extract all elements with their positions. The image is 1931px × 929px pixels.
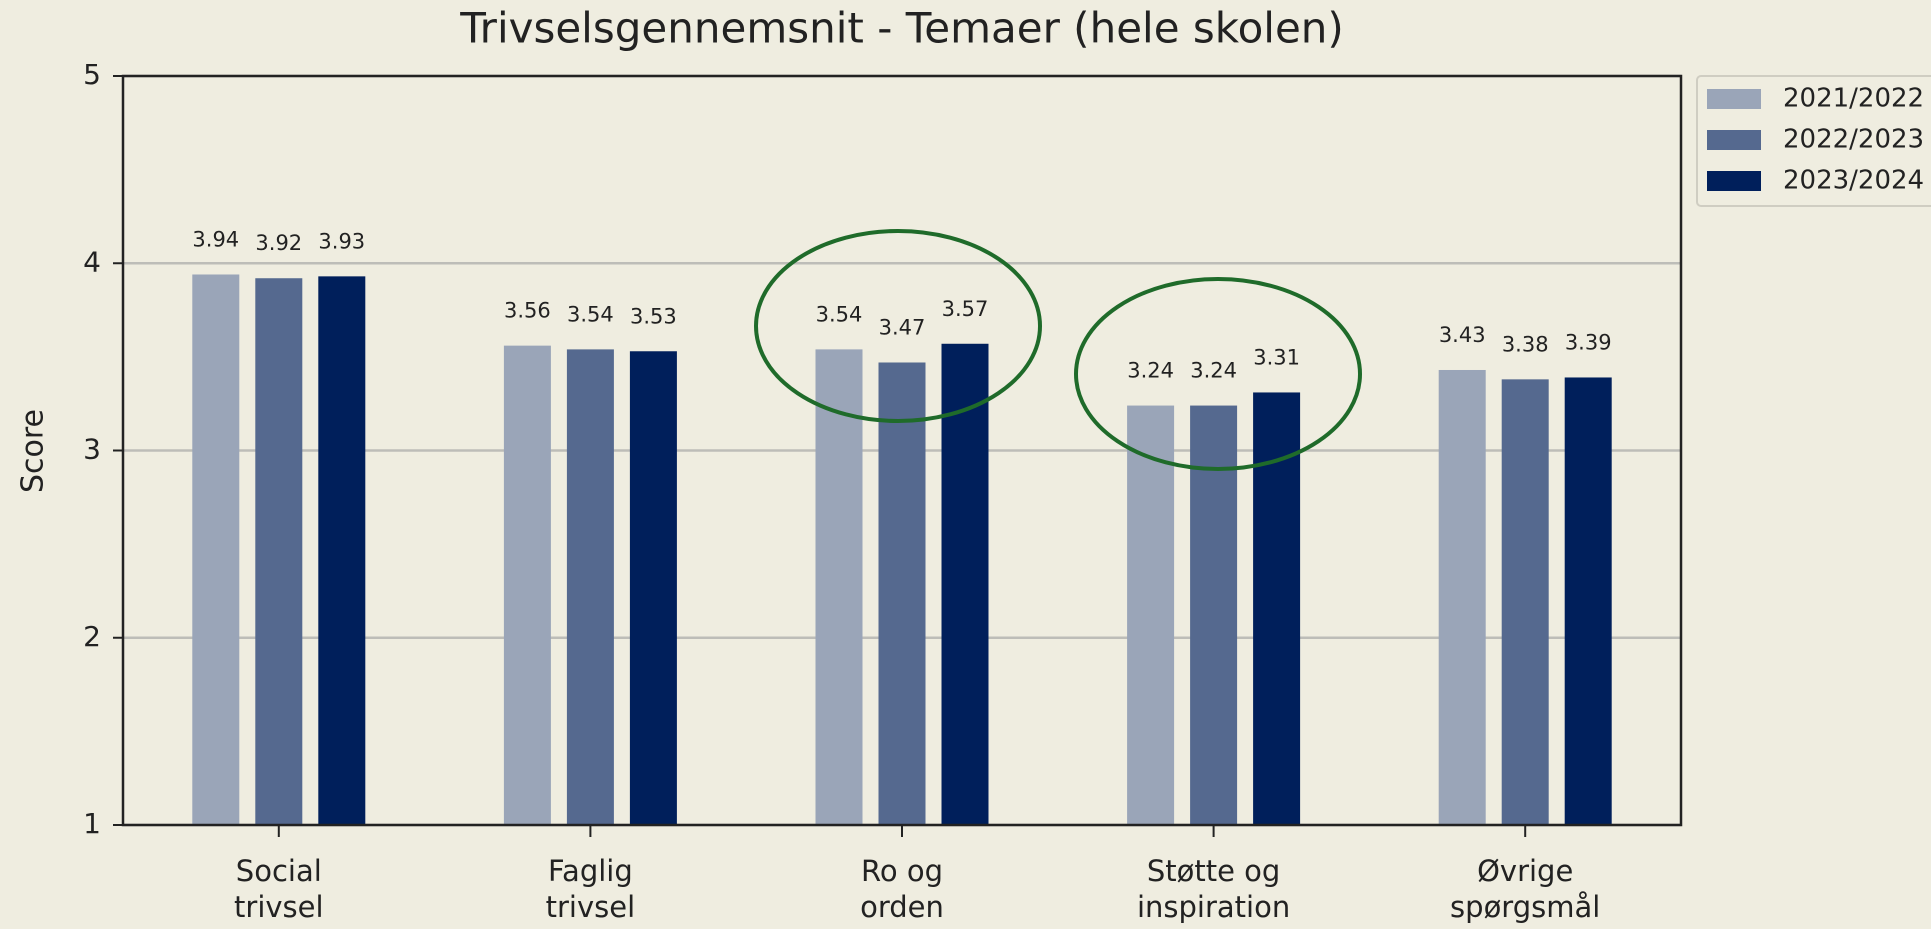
x-tick-label: Ro og orden bbox=[860, 854, 944, 924]
bar bbox=[566, 349, 614, 825]
value-label: 3.56 bbox=[504, 299, 551, 323]
highlight-ellipse bbox=[1074, 277, 1362, 471]
bar bbox=[318, 276, 366, 825]
y-axis-label: Score bbox=[16, 409, 51, 493]
legend: 2021/2022 2022/2023 2023/2024 bbox=[1696, 75, 1931, 207]
value-label: 3.53 bbox=[630, 304, 677, 328]
bar bbox=[629, 351, 677, 825]
value-label: 3.92 bbox=[255, 231, 302, 255]
legend-swatch bbox=[1707, 89, 1761, 109]
bar bbox=[1438, 369, 1486, 825]
plot-frame bbox=[121, 74, 1683, 827]
bar bbox=[255, 278, 303, 826]
value-label: 3.43 bbox=[1439, 323, 1486, 347]
x-tick-label-line: Støtte og bbox=[1147, 854, 1280, 888]
x-tick-label-line: Social bbox=[236, 854, 322, 888]
legend-swatch bbox=[1707, 130, 1761, 150]
bar bbox=[1501, 379, 1549, 825]
x-tick-label: Støtte og inspiration bbox=[1137, 854, 1290, 924]
bar bbox=[192, 274, 240, 825]
legend-swatch bbox=[1707, 171, 1761, 191]
x-tick-label-line: Øvrige bbox=[1477, 854, 1573, 888]
value-label: 3.47 bbox=[879, 315, 926, 339]
y-tick-label: 4 bbox=[83, 245, 101, 278]
bar bbox=[503, 345, 551, 825]
x-tick-label-line: spørgsmål bbox=[1450, 890, 1600, 924]
highlight-ellipse bbox=[754, 229, 1042, 423]
bar bbox=[1253, 392, 1301, 825]
chart-title: Trivselsgennemsnit - Temaer (hele skolen… bbox=[459, 4, 1344, 53]
x-tick-label-line: orden bbox=[860, 890, 944, 924]
bar bbox=[941, 343, 989, 825]
y-tick-label: 2 bbox=[83, 620, 101, 653]
bar bbox=[1127, 405, 1175, 825]
x-tick-label-line: Ro og bbox=[861, 854, 943, 888]
plot-area bbox=[123, 74, 1681, 827]
x-tick-label: Social trivsel bbox=[234, 854, 324, 924]
bar bbox=[1190, 405, 1238, 825]
value-label: 3.57 bbox=[942, 297, 989, 321]
legend-label: 2022/2023 bbox=[1783, 125, 1924, 155]
y-tick-label: 3 bbox=[83, 433, 101, 466]
x-tick-label: Øvrige spørgsmål bbox=[1450, 854, 1600, 924]
x-tick-label-line: inspiration bbox=[1137, 890, 1290, 924]
value-label: 3.38 bbox=[1502, 332, 1549, 356]
y-tick-label: 1 bbox=[83, 807, 101, 840]
bar bbox=[878, 362, 926, 825]
value-label: 3.94 bbox=[192, 227, 239, 251]
x-tick-label-line: trivsel bbox=[546, 890, 636, 924]
bar bbox=[1564, 377, 1612, 825]
value-label: 3.93 bbox=[318, 229, 365, 253]
value-label: 3.24 bbox=[1190, 359, 1237, 383]
legend-label: 2023/2024 bbox=[1783, 166, 1924, 196]
x-tick-label-line: trivsel bbox=[234, 890, 324, 924]
y-tick-label: 5 bbox=[83, 58, 101, 91]
value-label: 3.39 bbox=[1565, 330, 1612, 354]
value-label: 3.24 bbox=[1127, 359, 1174, 383]
value-label: 3.31 bbox=[1253, 345, 1300, 369]
bar bbox=[815, 349, 863, 825]
x-tick-label: Faglig trivsel bbox=[546, 854, 636, 924]
legend-label: 2021/2022 bbox=[1783, 84, 1924, 114]
value-label: 3.54 bbox=[816, 302, 863, 326]
x-tick-label-line: Faglig bbox=[548, 854, 633, 888]
value-label: 3.54 bbox=[567, 302, 614, 326]
